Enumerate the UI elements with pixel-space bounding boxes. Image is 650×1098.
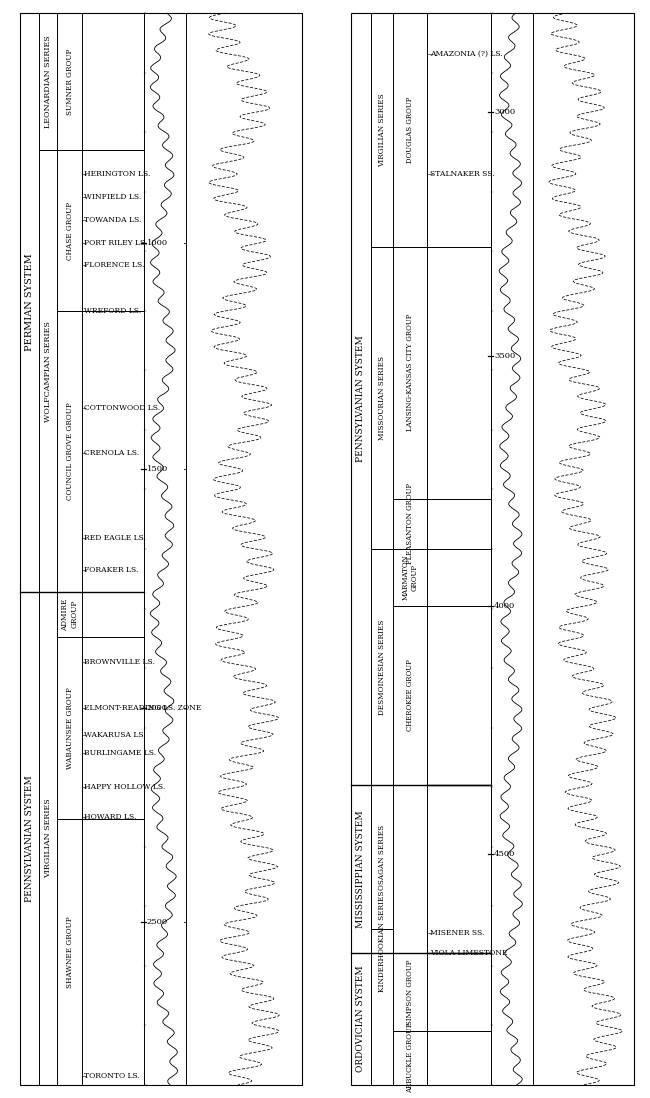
Text: 3500: 3500	[494, 352, 515, 360]
Text: HOWARD LS.: HOWARD LS.	[84, 813, 137, 821]
Text: ORDOVICIAN SYSTEM: ORDOVICIAN SYSTEM	[356, 965, 365, 1073]
Text: VIRGILIAN SERIES: VIRGILIAN SERIES	[378, 93, 386, 167]
Text: TOWANDA LS.: TOWANDA LS.	[84, 216, 142, 224]
Text: LANSING-KANSAS CITY GROUP: LANSING-KANSAS CITY GROUP	[406, 314, 414, 432]
Text: 1000: 1000	[147, 238, 168, 247]
Text: WABAUNSEE GROUP: WABAUNSEE GROUP	[66, 687, 73, 769]
Text: LEONARDIAN SERIES: LEONARDIAN SERIES	[44, 35, 52, 128]
Text: HERINGTON LS.: HERINGTON LS.	[84, 170, 151, 178]
Text: WREFORD LS.: WREFORD LS.	[84, 307, 142, 315]
Text: AMAZONIA (?) LS.: AMAZONIA (?) LS.	[430, 49, 502, 58]
Text: DESMOINESIAN SERIES: DESMOINESIAN SERIES	[378, 619, 386, 715]
Text: WAKARUSA LS.: WAKARUSA LS.	[84, 731, 146, 739]
Text: VIRGILIAN SERIES: VIRGILIAN SERIES	[44, 798, 52, 878]
Text: 4500: 4500	[494, 851, 515, 859]
Text: HAPPY HOLLOW LS.: HAPPY HOLLOW LS.	[84, 783, 166, 791]
Text: FLORENCE LS.: FLORENCE LS.	[84, 261, 145, 269]
Text: 1500: 1500	[147, 464, 168, 472]
Text: FORAKER LS.: FORAKER LS.	[84, 567, 139, 574]
Bar	[351, 13, 634, 1085]
Text: PERMIAN SYSTEM: PERMIAN SYSTEM	[25, 254, 34, 351]
Text: ELMONT-READING LS. ZONE: ELMONT-READING LS. ZONE	[84, 704, 202, 712]
Text: OSAGAN SERIES: OSAGAN SERIES	[378, 825, 386, 889]
Text: STALNAKER SS.: STALNAKER SS.	[430, 170, 494, 178]
Text: PENNSYLVANIAN SYSTEM: PENNSYLVANIAN SYSTEM	[25, 775, 34, 901]
Text: WOLFCAMPIAN SERIES: WOLFCAMPIAN SERIES	[44, 321, 52, 422]
Text: CHASE GROUP: CHASE GROUP	[66, 202, 73, 260]
Text: MARMATON
GROUP: MARMATON GROUP	[402, 554, 419, 601]
Text: ARBUCKLE GROUP: ARBUCKLE GROUP	[406, 1022, 414, 1094]
Text: PENNSYLVANIAN SYSTEM: PENNSYLVANIAN SYSTEM	[356, 336, 365, 462]
Text: 3000: 3000	[494, 108, 515, 115]
Text: BURLINGAME LS.: BURLINGAME LS.	[84, 749, 157, 757]
Text: COTTONWOOD LS.: COTTONWOOD LS.	[84, 404, 161, 412]
Text: CHEROKEE GROUP: CHEROKEE GROUP	[406, 660, 414, 731]
Text: SIMPSON GROUP: SIMPSON GROUP	[406, 960, 414, 1024]
Text: KINDERHOOKIAN SERIES: KINDERHOOKIAN SERIES	[378, 890, 386, 991]
Text: BROWNVILLE LS.: BROWNVILLE LS.	[84, 658, 155, 665]
Text: PORT RILEY LS.: PORT RILEY LS.	[84, 238, 148, 247]
Text: COUNCIL GROVE GROUP: COUNCIL GROVE GROUP	[66, 403, 73, 501]
Text: WINFIELD LS.: WINFIELD LS.	[84, 193, 142, 202]
Text: 2500: 2500	[147, 918, 168, 926]
Text: SUMNER GROUP: SUMNER GROUP	[66, 48, 73, 115]
Text: TORONTO LS.: TORONTO LS.	[84, 1073, 140, 1080]
Text: RED EAGLE LS.: RED EAGLE LS.	[84, 535, 146, 542]
Text: MISSOURIAN SERIES: MISSOURIAN SERIES	[378, 356, 386, 440]
Text: 2000: 2000	[147, 704, 168, 712]
Text: CRENOLA LS.: CRENOLA LS.	[84, 449, 140, 457]
Text: SHAWNEE GROUP: SHAWNEE GROUP	[66, 916, 73, 988]
Bar	[20, 13, 302, 1085]
Text: MISSISSIPPIAN SYSTEM: MISSISSIPPIAN SYSTEM	[356, 810, 365, 928]
Text: 4000: 4000	[494, 602, 515, 609]
Text: ADMIRE
GROUP: ADMIRE GROUP	[61, 598, 78, 630]
Text: MISENER SS.: MISENER SS.	[430, 929, 484, 937]
Text: PLEASANTON GROUP: PLEASANTON GROUP	[406, 483, 414, 564]
Text: VIOLA LIMESTONE: VIOLA LIMESTONE	[430, 949, 507, 957]
Text: DOUGLAS GROUP: DOUGLAS GROUP	[406, 97, 414, 164]
